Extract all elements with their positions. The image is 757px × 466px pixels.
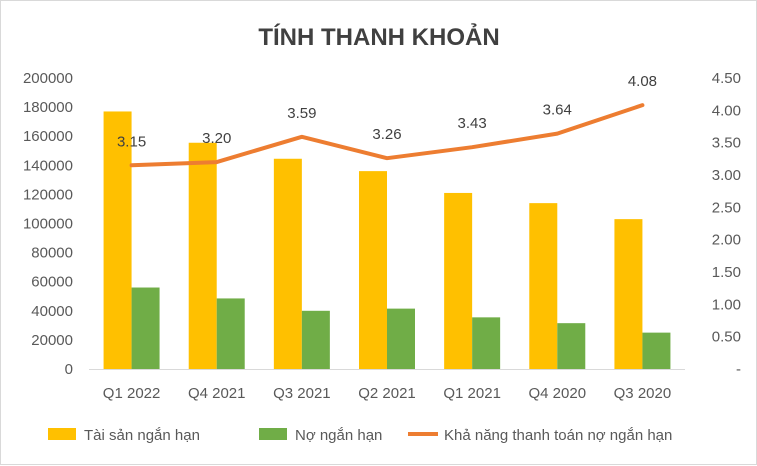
short-term-assets-bar bbox=[444, 192, 473, 369]
short-term-debt-bar bbox=[642, 332, 671, 369]
legend-label: Khả năng thanh toán nợ ngắn hạn bbox=[444, 427, 672, 444]
x-axis-tick-label: Q2 2021 bbox=[358, 385, 416, 402]
right-axis-tick-label: 2.00 bbox=[712, 232, 741, 249]
legend-item-short-term-assets: Tài sản ngắn hạn bbox=[48, 427, 200, 444]
right-axis-tick-label: 1.00 bbox=[712, 296, 741, 313]
short-term-debt-bar bbox=[387, 308, 415, 369]
short-term-assets-bar bbox=[359, 171, 387, 369]
short-term-assets-bar bbox=[614, 219, 643, 369]
right-axis-tick-label: 3.00 bbox=[712, 167, 741, 184]
chart-title: TÍNH THANH KHOẢN bbox=[258, 22, 499, 51]
line-layer: 3.15 3.20 3.59 3.26 3.43 3.64 4.08 bbox=[117, 73, 657, 168]
right-axis-tick-label: 4.00 bbox=[712, 102, 741, 119]
current-ratio-data-label: 3.26 bbox=[372, 126, 401, 143]
current-ratio-line bbox=[129, 103, 645, 168]
short-term-debt-bar bbox=[557, 323, 586, 369]
right-axis: - 0.50 1.00 1.50 2.00 2.50 3.00 3.50 4.00 4.50 bbox=[712, 70, 741, 378]
x-axis-tick-label: Q3 2020 bbox=[614, 385, 672, 402]
left-axis-tick-label: 60000 bbox=[31, 274, 73, 291]
x-axis: Q1 2022 Q4 2021 Q3 2021 Q2 2021 Q1 2021 Q4 20… bbox=[89, 369, 685, 402]
left-axis-tick-label: 160000 bbox=[23, 128, 73, 145]
left-axis-tick-label: 100000 bbox=[23, 216, 73, 233]
right-axis-tick-label: - bbox=[736, 361, 741, 378]
legend: Tài sản ngắn hạn Nợ ngắn hạn Khả năng than… bbox=[48, 427, 672, 444]
left-axis-tick-label: 40000 bbox=[31, 303, 73, 320]
right-axis-tick-label: 3.50 bbox=[712, 135, 741, 152]
short-term-debt-bar bbox=[131, 287, 160, 369]
legend-item-short-term-debt: Nợ ngắn hạn bbox=[259, 427, 382, 444]
short-term-debt-bar bbox=[301, 310, 330, 369]
left-axis-tick-label: 120000 bbox=[23, 186, 73, 203]
current-ratio-data-label: 3.43 bbox=[458, 115, 487, 132]
legend-label: Nợ ngắn hạn bbox=[295, 427, 382, 444]
current-ratio-data-label: 3.59 bbox=[287, 105, 316, 122]
x-axis-tick-label: Q4 2021 bbox=[188, 385, 246, 402]
x-axis-tick-label: Q4 2020 bbox=[529, 385, 587, 402]
right-axis-tick-label: 4.50 bbox=[712, 70, 741, 87]
bars-layer bbox=[103, 111, 671, 369]
short-term-debt-bar bbox=[216, 298, 245, 369]
short-term-assets-bar bbox=[188, 142, 217, 369]
right-axis-tick-label: 2.50 bbox=[712, 199, 741, 216]
left-axis-tick-label: 0 bbox=[65, 361, 73, 378]
x-axis-tick-label: Q3 2021 bbox=[273, 385, 331, 402]
short-term-assets-bar bbox=[273, 158, 302, 369]
x-axis-tick-label: Q1 2021 bbox=[443, 385, 501, 402]
legend-swatch bbox=[48, 428, 76, 440]
left-axis-tick-label: 200000 bbox=[23, 70, 73, 87]
legend-swatch bbox=[259, 428, 287, 440]
short-term-assets-bar bbox=[103, 111, 132, 369]
left-axis-tick-label: 80000 bbox=[31, 245, 73, 262]
current-ratio-data-label: 3.64 bbox=[543, 102, 572, 119]
right-axis-tick-label: 1.50 bbox=[712, 264, 741, 281]
right-axis-tick-label: 0.50 bbox=[712, 329, 741, 346]
left-axis-tick-label: 180000 bbox=[23, 99, 73, 116]
current-ratio-data-label: 4.08 bbox=[628, 73, 657, 90]
left-axis-tick-label: 140000 bbox=[23, 157, 73, 174]
short-term-assets-bar bbox=[529, 203, 558, 369]
left-axis-tick-label: 20000 bbox=[31, 332, 73, 349]
current-ratio-data-label: 3.15 bbox=[117, 133, 146, 150]
short-term-debt-bar bbox=[472, 317, 501, 369]
legend-item-current-ratio: Khả năng thanh toán nợ ngắn hạn bbox=[408, 427, 672, 444]
current-ratio-data-label: 3.20 bbox=[202, 130, 231, 147]
left-axis: 0 20000 40000 60000 80000 100000 120000 140000 1… bbox=[23, 70, 73, 378]
legend-label: Tài sản ngắn hạn bbox=[84, 427, 200, 444]
x-axis-tick-label: Q1 2022 bbox=[103, 385, 161, 402]
